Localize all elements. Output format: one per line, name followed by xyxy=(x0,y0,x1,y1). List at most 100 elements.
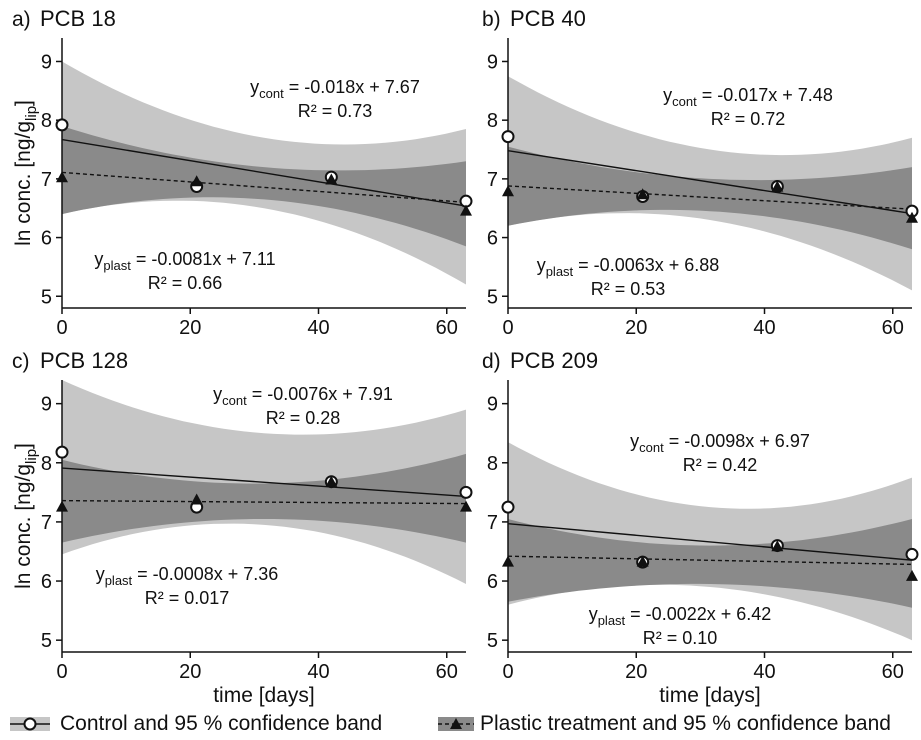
data-point-plastic xyxy=(190,175,203,187)
y-axis-label: ln conc. [ng/glip] xyxy=(12,443,40,589)
data-point-plastic xyxy=(325,173,338,185)
equation-prefix: y xyxy=(96,564,105,584)
data-point-plastic xyxy=(502,555,514,567)
x-tick-label: 20 xyxy=(179,317,201,339)
legend-item-plastic: Plastic treatment and 95 % confidence ba… xyxy=(436,708,891,740)
x-tick-label: 20 xyxy=(179,661,201,683)
data-point-plastic xyxy=(460,500,472,512)
y-tick-label: 7 xyxy=(487,169,498,191)
x-tick-label: 0 xyxy=(502,661,513,683)
data-point-plastic xyxy=(771,180,784,192)
equation-rhs: = -0.0081x + 7.11 xyxy=(131,249,276,269)
y-tick-label: 5 xyxy=(41,630,52,652)
data-point-plastic xyxy=(56,171,68,183)
equation-control: ycont = -0.017x + 7.48 xyxy=(663,85,833,109)
r2-plastic: R² = 0.017 xyxy=(145,588,230,608)
legend-plastic-label: Plastic treatment and 95 % confidence ba… xyxy=(480,712,891,735)
fit-line-plastic xyxy=(508,555,912,566)
data-point-control xyxy=(905,547,919,561)
y-tick-label: 7 xyxy=(41,512,52,534)
legend-control-label: Control and 95 % confidence band xyxy=(60,712,383,735)
equation-prefix: y xyxy=(589,604,598,624)
y-axis-label: ln conc. [ng/glip] xyxy=(12,100,40,246)
fit-line-plastic xyxy=(62,499,466,505)
r2-control: R² = 0.72 xyxy=(711,109,786,129)
fit-line-control xyxy=(62,138,466,207)
r2-control: R² = 0.42 xyxy=(683,455,758,475)
x-tick-label: 60 xyxy=(882,661,904,683)
y-tick-label: 9 xyxy=(41,51,52,73)
equation-subscript: plast xyxy=(103,258,131,273)
panel-label: a) xyxy=(12,8,31,31)
r2-plastic: R² = 0.10 xyxy=(643,628,718,648)
plot-area xyxy=(62,61,466,285)
x-tick-label: 40 xyxy=(307,317,329,339)
r2-control: R² = 0.28 xyxy=(266,408,341,428)
data-point-plastic xyxy=(906,569,918,581)
y-tick-label: 9 xyxy=(41,394,52,416)
x-axis-label: time [days] xyxy=(659,684,761,707)
equation-rhs: = -0.0098x + 6.97 xyxy=(664,431,810,451)
y-tick-label: 5 xyxy=(487,630,498,652)
equation-subscript: cont xyxy=(639,440,664,455)
panel-title: PCB 40 xyxy=(510,6,586,31)
r2-plastic: R² = 0.66 xyxy=(148,273,223,293)
equation-prefix: y xyxy=(663,85,672,105)
confidence-band-plastic xyxy=(508,146,912,250)
y-tick-label: 7 xyxy=(487,512,498,534)
panel-label: b) xyxy=(482,8,501,31)
equation-plastic: yplast = -0.0022x + 6.42 xyxy=(589,604,772,628)
panel-label: c) xyxy=(12,350,30,373)
panel-title: PCB 209 xyxy=(510,348,598,373)
y-tick-label: 6 xyxy=(487,571,498,593)
data-point-control xyxy=(459,485,473,499)
y-tick-label: 8 xyxy=(41,110,52,132)
equation-rhs: = -0.018x + 7.67 xyxy=(284,77,420,97)
y-tick-label: 9 xyxy=(487,51,498,73)
data-point-control xyxy=(501,500,515,514)
y-tick-label: 7 xyxy=(41,169,52,191)
plot-area xyxy=(508,442,912,641)
equation-subscript: cont xyxy=(222,393,247,408)
data-point-plastic xyxy=(502,185,514,197)
x-tick-label: 60 xyxy=(882,317,904,339)
equation-control: ycont = -0.0098x + 6.97 xyxy=(630,431,810,455)
r2-plastic: R² = 0.53 xyxy=(591,279,666,299)
y-axis-label-main: ln conc. [ng/g xyxy=(12,121,35,246)
equation-control: ycont = -0.018x + 7.67 xyxy=(250,77,420,101)
x-tick-label: 60 xyxy=(436,661,458,683)
x-tick-label: 0 xyxy=(56,661,67,683)
x-tick-label: 40 xyxy=(753,661,775,683)
legend-plastic-symbol xyxy=(438,717,474,731)
fit-line-plastic xyxy=(508,185,912,210)
x-axis-label: time [days] xyxy=(213,684,315,707)
data-point-plastic xyxy=(190,493,203,505)
fit-line-control xyxy=(508,150,912,215)
equation-rhs: = -0.0008x + 7.36 xyxy=(132,564,278,584)
data-point-control xyxy=(501,130,515,144)
equation-rhs: = -0.0063x + 6.88 xyxy=(573,255,719,275)
equation-subscript: plast xyxy=(105,573,133,588)
y-tick-label: 8 xyxy=(487,453,498,475)
data-point-plastic xyxy=(636,188,649,200)
x-tick-label: 40 xyxy=(753,317,775,339)
y-tick-label: 6 xyxy=(487,228,498,250)
y-tick-label: 5 xyxy=(487,286,498,308)
data-point-plastic xyxy=(906,211,918,223)
fit-line-control xyxy=(62,467,466,498)
x-tick-label: 60 xyxy=(436,317,458,339)
y-tick-label: 9 xyxy=(487,394,498,416)
plot-area xyxy=(62,380,466,584)
y-axis-label-subscript: lip xyxy=(23,449,40,464)
y-axis-label-close: ] xyxy=(12,443,35,449)
equation-rhs: = -0.0022x + 6.42 xyxy=(625,604,771,624)
y-axis-label-main: ln conc. [ng/g xyxy=(12,464,35,589)
y-tick-label: 8 xyxy=(41,453,52,475)
x-tick-label: 0 xyxy=(56,317,67,339)
y-tick-label: 8 xyxy=(487,110,498,132)
equation-prefix: y xyxy=(537,255,546,275)
